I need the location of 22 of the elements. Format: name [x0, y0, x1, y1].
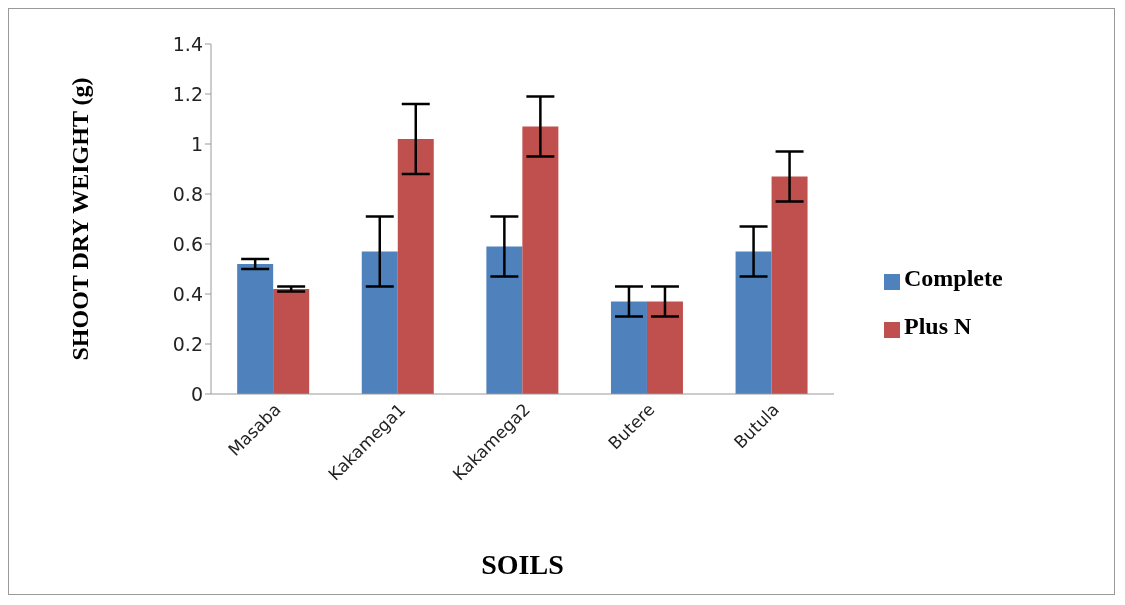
x-axis-title: SOILS [481, 549, 564, 580]
bar [771, 176, 808, 394]
bar [273, 289, 310, 394]
legend-label: Plus N [904, 312, 972, 339]
bar [522, 126, 559, 394]
y-axis-title: SHOOT DRY WEIGHT (g) [66, 77, 93, 361]
bar [361, 251, 398, 394]
y-tick-label: 1.2 [172, 82, 203, 105]
bar [237, 264, 274, 394]
y-tick-label: 1.4 [172, 32, 203, 55]
y-tick-label: 0.6 [172, 232, 203, 255]
bar [646, 301, 683, 394]
bar [486, 246, 523, 394]
y-tick-label: 0 [190, 382, 203, 405]
bar [610, 301, 647, 394]
y-tick-label: 0.2 [172, 332, 203, 355]
bar [735, 251, 772, 394]
y-tick-label: 1 [190, 132, 203, 155]
bar [397, 139, 434, 394]
y-tick-label: 0.4 [172, 282, 203, 305]
y-tick-label: 0.8 [172, 182, 203, 205]
legend-label: Complete [904, 264, 1003, 291]
